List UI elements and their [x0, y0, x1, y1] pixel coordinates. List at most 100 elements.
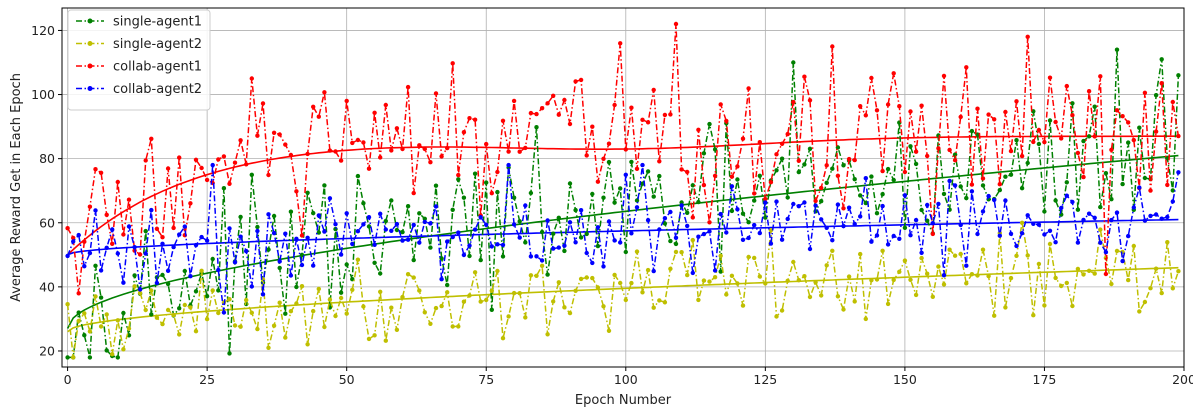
data-point [433, 204, 439, 209]
data-point [210, 256, 215, 262]
data-point [545, 218, 550, 223]
data-point [98, 324, 104, 329]
data-point [779, 308, 785, 313]
data-point [104, 212, 109, 217]
data-point [679, 250, 684, 255]
data-point [690, 270, 695, 276]
data-point [551, 93, 556, 99]
data-point [294, 301, 299, 306]
data-point [283, 231, 288, 236]
x-tick-label: 175 [1033, 372, 1057, 387]
data-point [634, 198, 640, 203]
data-point [813, 198, 818, 204]
data-point [1070, 199, 1075, 205]
data-point [673, 235, 679, 240]
data-point [500, 336, 506, 341]
data-point [578, 77, 584, 83]
data-point [662, 112, 668, 118]
data-point [824, 263, 829, 268]
data-point [986, 193, 991, 199]
data-point [880, 248, 885, 253]
data-point [238, 324, 243, 329]
data-point [1126, 233, 1131, 239]
data-point [539, 263, 545, 268]
data-point [104, 312, 109, 317]
data-point [590, 275, 595, 281]
data-point [779, 156, 785, 161]
data-point [796, 278, 801, 283]
data-point [830, 238, 835, 243]
data-point [952, 253, 958, 258]
data-point [294, 189, 299, 194]
data-point [221, 310, 227, 315]
data-point [1059, 205, 1064, 211]
data-point [1131, 137, 1137, 143]
data-point [232, 260, 238, 265]
data-point [634, 205, 640, 210]
series-lines [65, 21, 1181, 360]
data-point [964, 281, 969, 286]
data-point [65, 226, 70, 231]
data-point [807, 246, 813, 252]
data-point [366, 166, 372, 171]
data-point [366, 215, 372, 220]
data-point [1137, 185, 1142, 190]
data-point [992, 117, 997, 122]
data-point [260, 292, 266, 297]
data-point [645, 169, 651, 174]
legend-item: collab-agent1 [76, 60, 202, 75]
data-point [1176, 73, 1181, 78]
data-point [757, 173, 762, 178]
data-point [110, 241, 115, 246]
data-point [735, 164, 740, 169]
data-point [87, 204, 93, 209]
data-point [523, 203, 528, 208]
data-point [662, 300, 668, 305]
data-point [316, 213, 321, 218]
data-point [316, 114, 321, 119]
data-point [724, 230, 729, 235]
data-point [171, 225, 176, 231]
data-point [137, 287, 143, 292]
data-point [1120, 181, 1125, 187]
x-tick-label: 125 [753, 372, 777, 387]
data-point [1098, 240, 1103, 245]
data-point [1159, 81, 1164, 86]
data-point [1008, 231, 1014, 236]
data-point [1019, 220, 1025, 225]
data-point [1070, 101, 1075, 106]
data-point [1170, 99, 1176, 105]
data-point [1176, 133, 1181, 139]
data-point [590, 124, 595, 129]
data-point [718, 211, 723, 217]
data-point [952, 183, 958, 188]
data-point [606, 328, 612, 333]
data-point [110, 227, 115, 232]
data-point [132, 273, 137, 278]
data-point [947, 178, 952, 184]
data-point [528, 273, 534, 278]
data-point [517, 291, 522, 296]
data-point [389, 198, 394, 203]
data-point [1153, 212, 1159, 217]
data-point [1176, 269, 1181, 274]
data-point [93, 294, 98, 299]
data-point [366, 336, 372, 342]
data-point [629, 280, 634, 286]
data-point [383, 218, 388, 224]
data-point [489, 307, 494, 312]
data-point [193, 157, 199, 162]
data-point [411, 257, 416, 263]
data-point [350, 287, 355, 292]
data-point [757, 274, 762, 279]
data-point [1120, 258, 1125, 264]
data-point [752, 255, 757, 261]
data-point [858, 251, 863, 257]
data-point [595, 225, 601, 230]
data-point [456, 177, 461, 182]
data-point [874, 233, 880, 238]
data-point [618, 41, 623, 46]
trend-line-collab-agent2 [67, 218, 1179, 256]
data-point [1047, 241, 1053, 247]
data-point [1092, 271, 1097, 276]
